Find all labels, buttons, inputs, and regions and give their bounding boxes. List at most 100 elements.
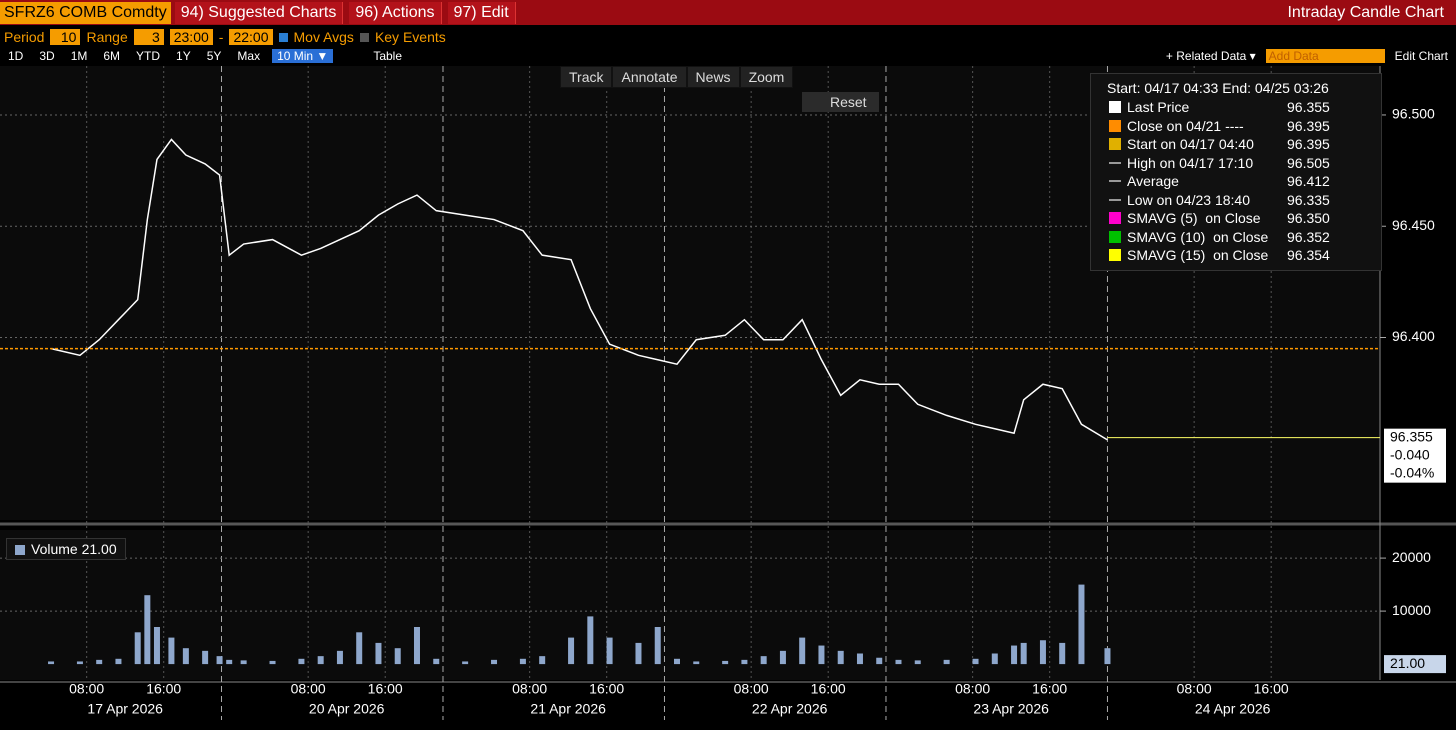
- table-button[interactable]: Table: [373, 49, 402, 63]
- legend-row: Low on 04/23 18:40 96.335: [1091, 191, 1381, 210]
- volume-panel: [0, 530, 1380, 680]
- x-tick-label: 08:00: [69, 681, 104, 697]
- swatch: [15, 545, 25, 555]
- legend-row: Average 96.412: [1091, 172, 1381, 191]
- tool-button[interactable]: Zoom: [739, 66, 794, 88]
- volume-bar: [182, 648, 189, 665]
- range-button[interactable]: Max: [237, 49, 261, 63]
- volume-bar: [394, 648, 401, 665]
- top-bar: SFRZ6 COMB Comdty 94) Suggested Charts 9…: [0, 0, 1456, 25]
- price-line: [50, 138, 1108, 441]
- tool-button[interactable]: News: [686, 66, 740, 88]
- x-tick-label: 16:00: [1254, 681, 1289, 697]
- checkbox[interactable]: [359, 32, 369, 42]
- interval[interactable]: 10 Min ▼: [272, 49, 334, 63]
- swatch: [1109, 230, 1121, 243]
- label: Key Events: [374, 29, 446, 45]
- tool-button[interactable]: Annotate: [612, 66, 687, 88]
- volume-bar: [144, 595, 151, 665]
- y-tick-label: 96.450: [1392, 217, 1435, 233]
- volume-bar: [568, 637, 575, 665]
- swatch: [1109, 119, 1121, 132]
- related-data[interactable]: + Related Data ▾: [1165, 49, 1256, 63]
- x-date-label: 24 Apr 2026: [1195, 701, 1271, 717]
- legend-value: 96.354: [1287, 247, 1330, 264]
- volume-bar: [856, 653, 863, 665]
- right-tools: + Related Data ▾ Add Data Edit Chart: [1166, 49, 1456, 63]
- swatch: [1109, 180, 1121, 183]
- range-button[interactable]: 1Y: [176, 49, 191, 63]
- volume-bar: [168, 637, 175, 665]
- volume-bar: [202, 650, 209, 665]
- legend: Start: 04/17 04:33 End: 04/25 03:26 Last…: [1090, 73, 1382, 271]
- volume-last-label: 21.00: [1390, 655, 1425, 671]
- legend-label: SMAVG (5) on Close: [1127, 210, 1261, 227]
- legend-row: High on 04/17 17:10 96.505: [1091, 154, 1381, 173]
- input[interactable]: 23:00: [169, 29, 213, 45]
- volume-bar: [693, 661, 700, 665]
- label: Volume: [31, 541, 78, 557]
- x-tick-label: 08:00: [512, 681, 547, 697]
- volume-bar: [240, 660, 247, 665]
- range-button[interactable]: 5Y: [206, 49, 222, 63]
- legend-label: Average: [1127, 173, 1179, 190]
- change-label: -0.040: [1390, 446, 1430, 462]
- swatch: [1109, 161, 1121, 164]
- edit-chart[interactable]: Edit Chart: [1394, 49, 1448, 63]
- menu[interactable]: 94) Suggested Charts: [174, 1, 344, 24]
- reset-button[interactable]: Reset: [802, 92, 879, 112]
- volume-bar: [606, 637, 613, 665]
- range-button[interactable]: 1M: [70, 49, 88, 63]
- volume-bar: [134, 632, 141, 665]
- input[interactable]: 3: [133, 29, 164, 45]
- range-button[interactable]: 1D: [8, 49, 24, 63]
- menu[interactable]: 97) Edit: [447, 1, 516, 24]
- label: Period: [4, 29, 45, 45]
- legend-label: High on 04/17 17:10: [1127, 154, 1254, 171]
- legend-value: 96.335: [1287, 191, 1330, 208]
- legend-row: Close on 04/21 ---- 96.395: [1091, 117, 1381, 136]
- range-button[interactable]: 3D: [39, 49, 55, 63]
- volume-bar: [413, 626, 420, 665]
- volume-bar: [491, 659, 498, 665]
- legend-label: SMAVG (15) on Close: [1127, 247, 1269, 264]
- legend-row: SMAVG (10) on Close 96.352: [1091, 228, 1381, 247]
- checkbox[interactable]: [278, 32, 288, 42]
- volume-bar: [269, 660, 276, 665]
- legend-label: Low on 04/23 18:40: [1127, 191, 1250, 208]
- volume-bar: [375, 642, 382, 665]
- volume-bar: [1104, 648, 1111, 665]
- range-button[interactable]: 6M: [103, 49, 121, 63]
- x-date-label: 22 Apr 2026: [752, 701, 828, 717]
- input[interactable]: 22:00: [229, 29, 273, 45]
- x-tick-label: 16:00: [589, 681, 624, 697]
- input[interactable]: 10: [50, 29, 81, 45]
- legend-value: 96.355: [1287, 99, 1330, 116]
- ticker[interactable]: SFRZ6 COMB Comdty: [0, 1, 171, 24]
- volume-bar: [1039, 640, 1046, 665]
- volume-bar: [722, 660, 729, 665]
- range-bar: 1D 3D 1M 6M YTD 1Y 5Y Max 10 Min ▼ Table + Related…: [0, 47, 1456, 65]
- x-date-label: 23 Apr 2026: [973, 701, 1049, 717]
- swatch: [1109, 198, 1121, 201]
- volume-legend: Volume 21.00: [6, 538, 126, 560]
- value: 21.00: [81, 541, 117, 557]
- volume-bar: [1059, 642, 1066, 665]
- volume-bar: [519, 658, 526, 665]
- legend-value: 96.395: [1287, 136, 1330, 153]
- legend-label: Close on 04/21 ----: [1127, 117, 1244, 134]
- legend-value: 96.350: [1287, 210, 1330, 227]
- x-tick-label: 16:00: [146, 681, 181, 697]
- menu[interactable]: 96) Actions: [349, 1, 442, 24]
- range-button[interactable]: YTD: [136, 49, 161, 63]
- volume-bar: [1078, 584, 1085, 665]
- legend-value: 96.412: [1287, 173, 1330, 190]
- swatch: [1109, 249, 1121, 262]
- tool-button[interactable]: Track: [560, 66, 613, 88]
- volume-bar: [943, 659, 950, 665]
- add-data[interactable]: Add Data: [1265, 49, 1385, 63]
- x-tick-label: 08:00: [734, 681, 769, 697]
- volume-bar: [462, 661, 469, 665]
- volume-bar: [356, 632, 363, 665]
